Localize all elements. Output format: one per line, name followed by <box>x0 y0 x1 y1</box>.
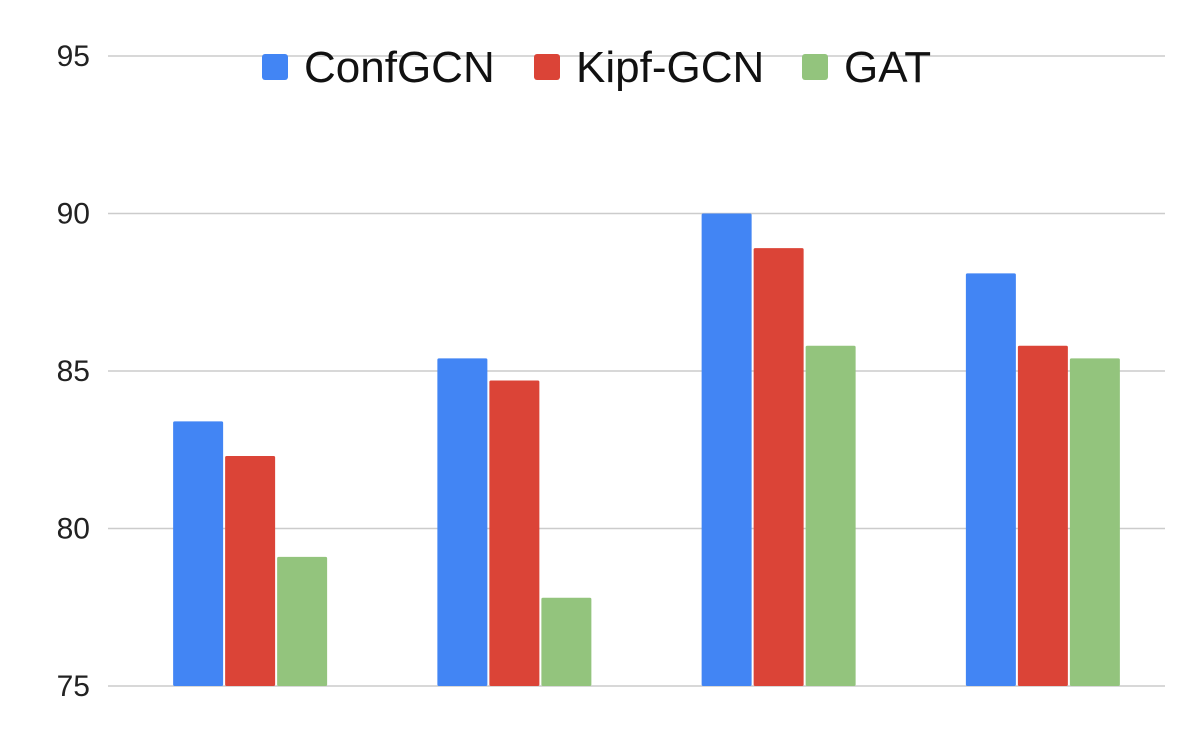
y-tick-label: 85 <box>57 355 90 388</box>
bar-gat-4 <box>1069 358 1120 686</box>
bar-kipf-gcn-3 <box>753 248 804 686</box>
y-tick-label: 95 <box>57 40 90 73</box>
bar-kipf-gcn-4 <box>1017 345 1068 686</box>
legend-swatch <box>534 54 560 80</box>
bar-gat-2 <box>541 597 592 686</box>
y-axis-ticks: 75 80 85 90 95 <box>57 40 90 703</box>
bar-kipf-gcn-2 <box>489 380 540 686</box>
y-tick-label: 80 <box>57 513 90 546</box>
bar-gat-3 <box>805 345 856 686</box>
legend-swatch <box>262 54 288 80</box>
bar-kipf-gcn-1 <box>225 456 276 686</box>
legend-label: GAT <box>844 43 931 92</box>
y-tick-label: 75 <box>57 670 90 703</box>
legend-label: ConfGCN <box>304 43 495 92</box>
y-tick-label: 90 <box>57 198 90 231</box>
legend-swatch <box>802 54 828 80</box>
bar-confgcn-3 <box>701 213 752 686</box>
bar-confgcn-4 <box>965 273 1016 686</box>
bar-confgcn-1 <box>173 421 224 686</box>
legend: ConfGCN Kipf-GCN GAT <box>262 43 931 92</box>
bar-gat-1 <box>277 556 328 686</box>
legend-label: Kipf-GCN <box>576 43 764 92</box>
bars <box>173 213 1120 686</box>
bar-confgcn-2 <box>437 358 488 686</box>
